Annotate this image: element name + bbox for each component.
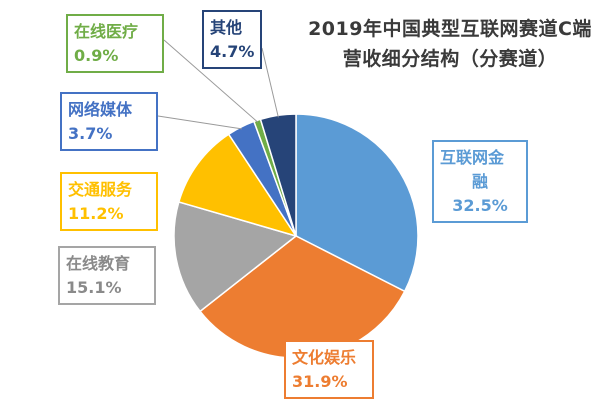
slice-label-name-4-0: 网络媒体	[68, 98, 150, 122]
slice-label-3: 交通服务 11.2%	[60, 172, 158, 231]
slice-value-0: 32.5%	[440, 194, 520, 218]
slice-value-1: 31.9%	[292, 370, 366, 394]
slice-label-name-5-0: 在线医疗	[74, 20, 156, 44]
slice-label-name-0-1: 融	[440, 170, 520, 194]
slice-label-name-6-0: 其他	[210, 16, 254, 40]
slice-label-6: 其他 4.7%	[202, 10, 262, 69]
chart-title-line-1: 2019年中国典型互联网赛道C端	[300, 14, 600, 41]
slice-value-6: 4.7%	[210, 40, 254, 64]
slice-label-name-3-0: 交通服务	[68, 178, 150, 202]
slice-label-1: 文化娱乐 31.9%	[284, 340, 374, 399]
slice-value-3: 11.2%	[68, 202, 150, 226]
slice-value-4: 3.7%	[68, 122, 150, 146]
leader-line-4	[158, 116, 242, 129]
slice-label-name-1-0: 文化娱乐	[292, 346, 366, 370]
slice-label-4: 网络媒体 3.7%	[60, 92, 158, 151]
slice-label-5: 在线医疗 0.9%	[66, 14, 164, 73]
slice-label-0: 互联网金融 32.5%	[432, 140, 528, 223]
slice-label-name-2-0: 在线教育	[66, 252, 148, 276]
slice-value-5: 0.9%	[74, 44, 156, 68]
slice-label-2: 在线教育 15.1%	[58, 246, 156, 305]
slice-label-name-0-0: 互联网金	[440, 146, 520, 170]
chart-title-line-2: 营收细分结构（分赛道）	[300, 44, 600, 71]
slice-value-2: 15.1%	[66, 276, 148, 300]
leader-line-6	[262, 48, 278, 117]
